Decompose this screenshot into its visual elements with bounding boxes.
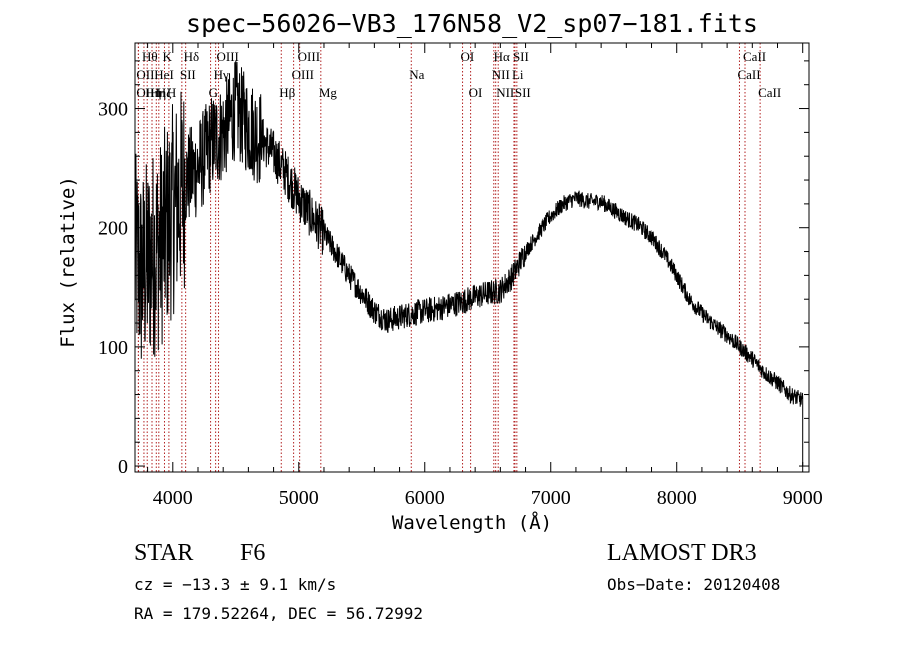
line-label: HeI xyxy=(154,67,174,82)
line-label: Na xyxy=(409,67,424,82)
line-label: G xyxy=(209,85,218,100)
y-tick-label: 0 xyxy=(118,456,128,478)
y-tick-label: 100 xyxy=(98,337,128,359)
line-label: Hα xyxy=(494,49,510,64)
y-axis-ticks: 0 100 200 300 xyxy=(98,60,809,478)
line-label: CaII xyxy=(758,85,781,100)
y-axis-label: Flux (relative) xyxy=(57,176,79,348)
line-label: K xyxy=(162,49,172,64)
line-label: Hδ xyxy=(184,49,200,64)
line-label: CaII xyxy=(737,67,760,82)
spectral-line-labels: HθOIIOIIHηHηHeIHζKHSIIHδGHγOIIIHβOIIIOII… xyxy=(136,49,781,100)
line-label: OIII xyxy=(292,67,314,82)
line-label: Li xyxy=(512,67,524,82)
line-label: OII xyxy=(136,85,154,100)
line-label: OI xyxy=(461,49,475,64)
line-label: Mg xyxy=(319,85,338,100)
y-tick-label: 200 xyxy=(98,218,128,240)
x-axis-ticks: 4000 5000 6000 7000 8000 9000 xyxy=(147,43,823,509)
line-label: SII xyxy=(515,85,531,100)
x-tick-label: 8000 xyxy=(657,487,697,509)
line-label: Hβ xyxy=(279,85,295,100)
chart-title: spec−56026−VB3_176N58_V2_sp07−181.fits xyxy=(186,9,758,38)
line-label: Hη xyxy=(145,85,161,100)
plot-frame xyxy=(134,42,810,473)
object-subclass: F6 xyxy=(240,540,265,566)
object-class: STAR xyxy=(134,540,193,566)
x-tick-label: 5000 xyxy=(279,487,319,509)
x-tick-label: 4000 xyxy=(153,487,193,509)
line-label: SII xyxy=(180,67,196,82)
x-tick-label: 6000 xyxy=(405,487,445,509)
line-label: OIII xyxy=(217,49,239,64)
coordinates-readout: RA = 179.52264, DEC = 56.72992 xyxy=(134,604,423,623)
survey-name: LAMOST DR3 xyxy=(607,540,757,566)
line-label: Hθ xyxy=(142,49,158,64)
redshift-readout: cz = −13.3 ± 9.1 km/s xyxy=(134,575,336,594)
x-tick-label: 7000 xyxy=(531,487,571,509)
line-label: OI xyxy=(469,85,483,100)
line-label: SII xyxy=(513,49,529,64)
line-label: CaII xyxy=(743,49,766,64)
x-axis-label: Wavelength (Å) xyxy=(392,511,552,534)
line-label: Hγ xyxy=(214,67,229,82)
line-label: NII xyxy=(492,67,510,82)
line-label: Hη xyxy=(150,85,166,100)
x-tick-label: 9000 xyxy=(783,487,823,509)
line-label: Hζ xyxy=(157,85,172,100)
line-label: OIII xyxy=(298,49,320,64)
line-label: H xyxy=(167,85,176,100)
line-label: NII xyxy=(496,85,514,100)
y-tick-label: 300 xyxy=(98,99,128,121)
observation-date: Obs−Date: 20120408 xyxy=(607,575,780,594)
spectrum-line xyxy=(134,60,804,466)
line-label: OII xyxy=(136,67,154,82)
